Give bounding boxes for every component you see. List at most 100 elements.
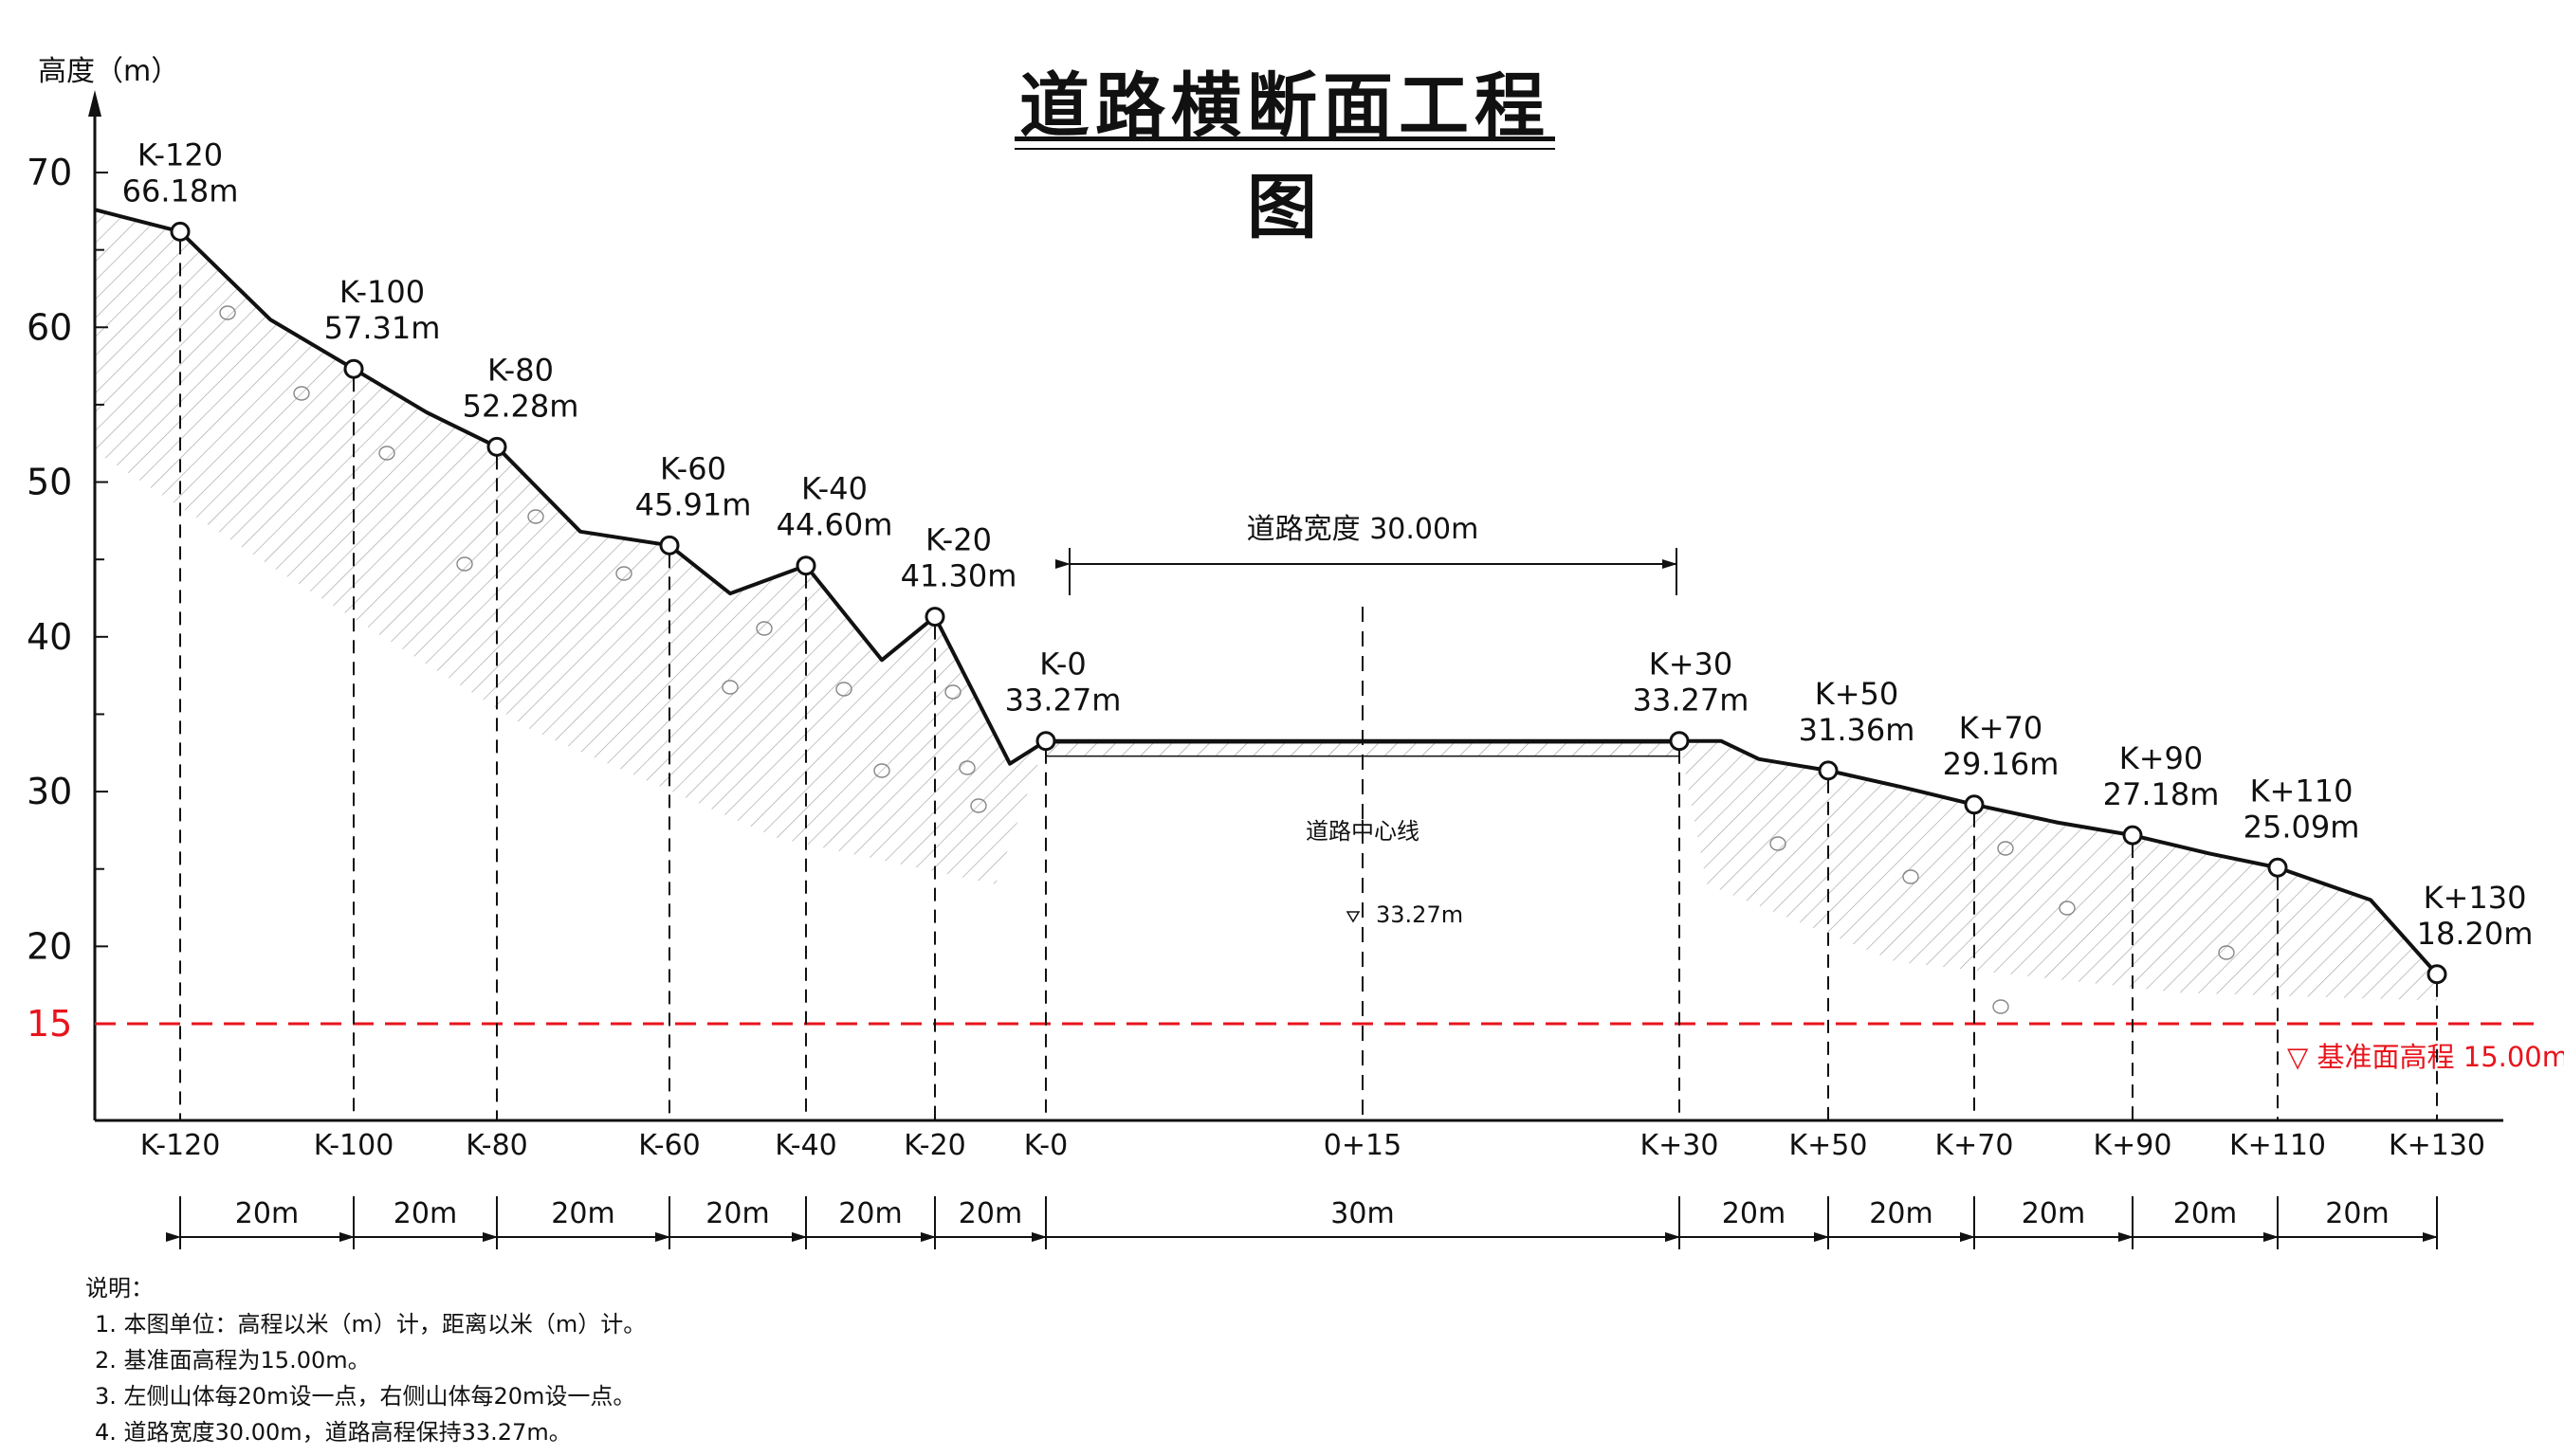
y-axis-arrowhead xyxy=(88,90,101,117)
station-elevation-label: 18.20m xyxy=(2417,916,2534,952)
station-name-label: K+30 xyxy=(1649,646,1733,682)
station-point xyxy=(1035,731,1056,752)
station-elevation-label: 57.31m xyxy=(324,310,441,346)
title-block: 道路横断面工程图 xyxy=(1015,49,1555,252)
dimension-label: 20m xyxy=(551,1197,614,1230)
notes-heading: 说明： xyxy=(85,1275,154,1301)
rock-symbol xyxy=(2059,901,2076,916)
dimension-label: 20m xyxy=(1869,1197,1932,1230)
elevation-marker-icon xyxy=(1346,911,1361,923)
note-item: 4. 道路宽度30.00m，道路高程保持33.27m。 xyxy=(95,1419,572,1446)
rock-symbol xyxy=(219,305,236,320)
rock-symbol xyxy=(959,760,976,775)
station-point xyxy=(343,358,364,379)
rock-symbol xyxy=(1769,836,1786,851)
rock-symbol xyxy=(293,386,310,401)
x-axis-station-label: K-40 xyxy=(775,1129,837,1162)
y-tick-label: 50 xyxy=(27,462,72,503)
dimension-label: 20m xyxy=(1722,1197,1786,1230)
x-axis-station-label: K-20 xyxy=(904,1129,966,1162)
dimension-label: 20m xyxy=(394,1197,457,1230)
station-elevation-label: 66.18m xyxy=(122,173,239,209)
station-elevation-label: 31.36m xyxy=(1799,712,1915,748)
station-point xyxy=(659,535,680,555)
station-name-label: K+50 xyxy=(1815,676,1899,712)
rock-symbol xyxy=(1902,869,1919,884)
station-point xyxy=(170,221,191,242)
rock-symbol xyxy=(615,566,632,581)
title-underline-thick xyxy=(1015,136,1555,141)
rock-symbol xyxy=(1997,841,2014,856)
station-name-label: K+130 xyxy=(2424,880,2527,916)
datum-tick-label: 15 xyxy=(27,1003,72,1045)
slope-hatch-fills xyxy=(95,209,2437,1014)
x-axis-station-label: K+50 xyxy=(1789,1129,1868,1162)
distance-dimensions: 20m 20m 20m 20m 20m 20m 30m 20m 20m 20m 20m 20m xyxy=(166,1196,2438,1249)
station-point xyxy=(925,607,945,628)
drawing-title: 道路横断面工程图 xyxy=(1019,65,1550,248)
y-tick-label: 20 xyxy=(27,925,72,967)
station-name-label: K-80 xyxy=(487,352,554,388)
note-item: 3. 左侧山体每20m设一点，右侧山体每20m设一点。 xyxy=(95,1383,636,1410)
x-axis-station-label: K+70 xyxy=(1935,1129,2014,1162)
station-name-label: K-120 xyxy=(137,136,223,173)
terrain-profile xyxy=(94,208,2447,985)
x-axis-station-label: K+130 xyxy=(2389,1129,2485,1162)
station-elevation-label: 33.27m xyxy=(1633,682,1749,719)
x-axis-station-label: K-60 xyxy=(638,1129,701,1162)
station-elevation-label: 33.27m xyxy=(1005,682,1122,719)
right-slope-hatch xyxy=(1679,740,2437,1001)
x-axis-station-label: K-120 xyxy=(140,1129,221,1162)
rock-symbol xyxy=(378,446,395,461)
rock-symbol xyxy=(944,684,962,700)
note-item: 1. 本图单位：高程以米（m）计，距离以米（m）计。 xyxy=(95,1311,647,1338)
rock-symbol xyxy=(527,509,544,524)
station-point xyxy=(1818,760,1839,781)
y-tick-label: 30 xyxy=(27,771,72,812)
title-underline-thin xyxy=(1015,148,1555,150)
station-elevation-label: 27.18m xyxy=(2103,776,2220,812)
station-point xyxy=(1964,794,1985,815)
station-point xyxy=(796,555,816,576)
note-item: 2. 基准面高程为15.00m。 xyxy=(95,1347,371,1374)
station-point xyxy=(2427,964,2447,985)
dimension-label: 20m xyxy=(2325,1197,2389,1230)
x-axis-station-label: K+110 xyxy=(2229,1129,2326,1162)
station-point xyxy=(1669,731,1690,752)
x-axis-station-label: K-0 xyxy=(1024,1129,1068,1162)
dimension-label: 20m xyxy=(705,1197,769,1230)
rock-symbol xyxy=(722,680,739,695)
rock-symbol xyxy=(756,621,773,636)
dimension-label: 20m xyxy=(959,1197,1022,1230)
dimension-label: 30m xyxy=(1330,1197,1394,1230)
station-name-label: K-100 xyxy=(339,274,425,310)
station-point xyxy=(2267,857,2288,878)
rock-symbol xyxy=(2218,945,2235,960)
road-group: 道路宽度 30.00m 道路中心线 33.27m xyxy=(1045,513,1680,1120)
left-slope-hatch xyxy=(95,209,1046,885)
station-elevation-label: 52.28m xyxy=(463,388,579,424)
centerline-label: 道路中心线 xyxy=(1306,818,1419,845)
station-elevation-label: 41.30m xyxy=(901,558,1017,594)
notes-block: 说明： 1. 本图单位：高程以米（m）计，距离以米（m）计。 2. 基准面高程为… xyxy=(85,1270,646,1450)
station-name-label: K-40 xyxy=(801,471,868,507)
dimension-label: 20m xyxy=(235,1197,299,1230)
datum-line-group: ▽ 基准面高程 15.00m xyxy=(95,1022,2564,1073)
station-elevation-label: 45.91m xyxy=(635,486,752,522)
station-elevation-label: 44.60m xyxy=(777,507,893,543)
y-axis-title: 高度（m） xyxy=(38,55,179,88)
road-elevation-label: 33.27m xyxy=(1376,901,1463,928)
x-axis-station-label: K+90 xyxy=(2094,1129,2172,1162)
station-name-label: K-60 xyxy=(660,450,726,486)
x-axis-station-label: K+30 xyxy=(1640,1129,1719,1162)
station-elevation-label: 29.16m xyxy=(1943,746,2060,782)
x-axis-station-label: 0+15 xyxy=(1324,1129,1401,1162)
station-elevation-label: 25.09m xyxy=(2244,809,2360,845)
station-name-label: K+110 xyxy=(2250,773,2353,809)
station-name-label: K+70 xyxy=(1959,710,2043,746)
rock-symbol xyxy=(1992,999,2009,1014)
rock-symbol xyxy=(970,798,987,813)
